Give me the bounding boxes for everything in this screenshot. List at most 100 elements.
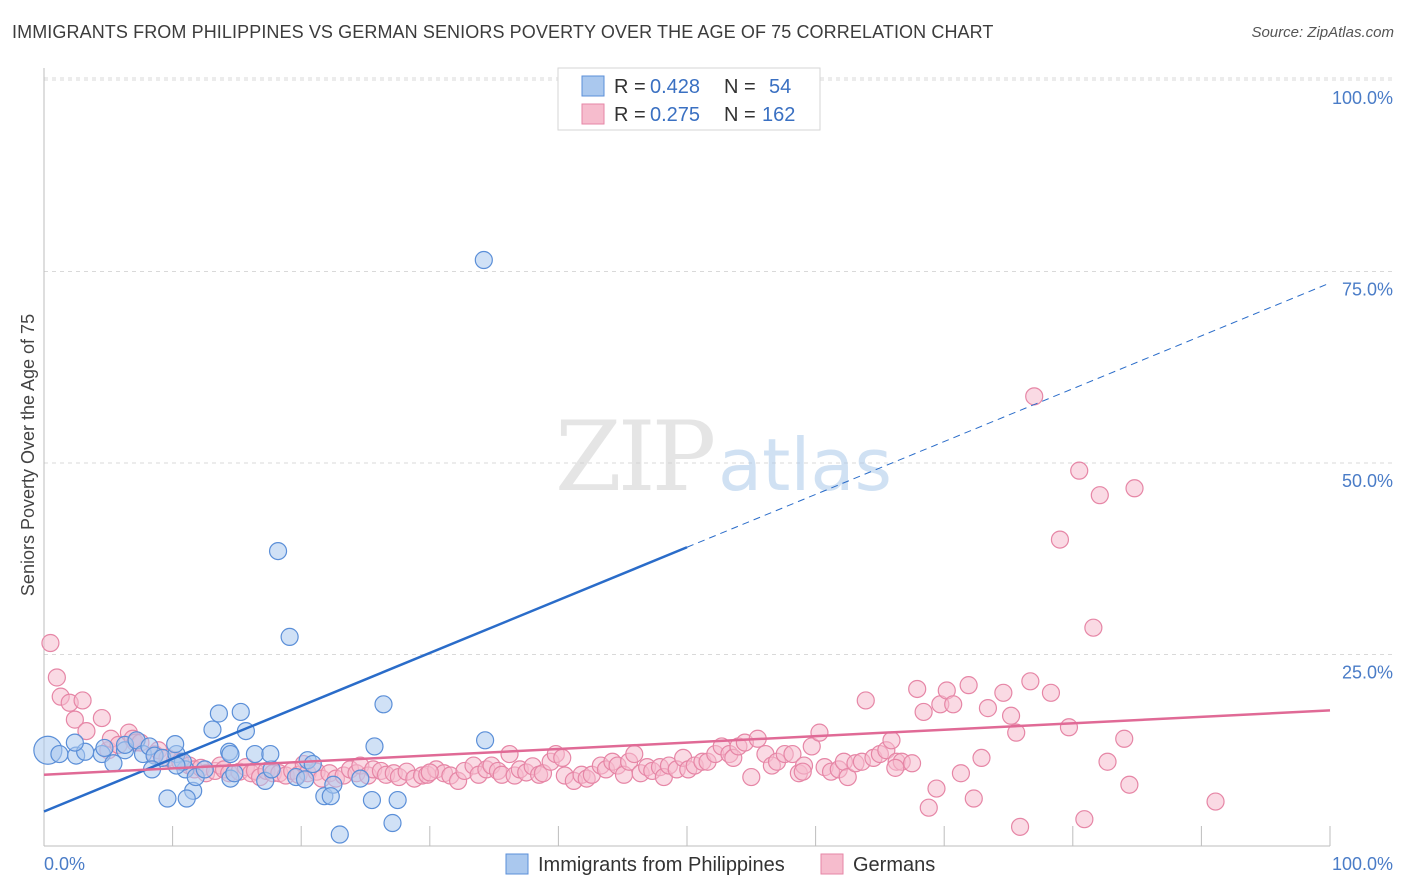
philippines-point bbox=[245, 744, 265, 764]
germans-point bbox=[77, 721, 96, 741]
y-tick-label: 100.0% bbox=[1332, 88, 1393, 108]
correlation-legend: R = 0.428 N = 54 R = 0.275 N = 162 bbox=[557, 67, 821, 131]
germans-point bbox=[1021, 672, 1040, 691]
germans-point bbox=[856, 691, 875, 710]
germans-point bbox=[41, 633, 60, 653]
germans-point bbox=[1059, 718, 1079, 737]
series-legend-label-pink: Germans bbox=[853, 854, 935, 876]
chart-title: IMMIGRANTS FROM PHILIPPINES VS GERMAN SE… bbox=[12, 22, 994, 42]
philippines-point bbox=[351, 769, 370, 788]
germans-point bbox=[978, 699, 998, 718]
philippines-point bbox=[330, 825, 349, 844]
philippines-point bbox=[203, 720, 222, 739]
gridlines bbox=[44, 77, 1392, 655]
philippines-point bbox=[195, 760, 214, 779]
germans-point bbox=[47, 668, 66, 687]
germans-point bbox=[1090, 486, 1109, 505]
germans-point bbox=[810, 723, 829, 742]
germans-point bbox=[951, 764, 971, 783]
germans-point bbox=[1084, 618, 1103, 637]
germans-point bbox=[964, 789, 983, 808]
philippines-point bbox=[374, 695, 393, 714]
series-legend-label-blue: Immigrants from Philippines bbox=[538, 854, 785, 876]
philippines-trend-extension bbox=[686, 282, 1331, 548]
philippines-point bbox=[474, 250, 493, 270]
legend-r-value-blue: 0.428 bbox=[650, 76, 700, 98]
philippines-point bbox=[365, 737, 384, 756]
series-legend: Immigrants from Philippines Germans bbox=[505, 853, 935, 876]
germans-point bbox=[802, 737, 821, 756]
germans-point bbox=[1070, 461, 1089, 480]
y-tick-label: 50.0% bbox=[1342, 471, 1393, 491]
germans-point bbox=[902, 754, 922, 773]
philippines-point bbox=[231, 702, 250, 722]
germans-point bbox=[92, 708, 111, 728]
germans-point bbox=[1075, 810, 1094, 829]
germans-point bbox=[65, 710, 84, 729]
watermark-atlas: atlas bbox=[718, 423, 892, 507]
philippines-trend-line bbox=[43, 546, 688, 813]
trend-lines bbox=[43, 282, 1331, 813]
philippines-point bbox=[221, 744, 240, 764]
x-tick-label-min: 0.0% bbox=[44, 854, 85, 874]
germans-point bbox=[1041, 683, 1061, 702]
philippines-point bbox=[261, 744, 280, 764]
x-tick-labels: 0.0% 100.0% bbox=[44, 854, 1393, 874]
philippines-point bbox=[321, 787, 340, 806]
series-legend-swatch-blue bbox=[505, 853, 529, 875]
philippines-point bbox=[158, 789, 177, 808]
germans-point bbox=[838, 767, 857, 787]
germans-point bbox=[1010, 817, 1030, 836]
germans-point bbox=[420, 763, 439, 782]
germans-point bbox=[914, 702, 933, 722]
germans-point bbox=[783, 744, 802, 764]
y-tick-labels: 25.0% 50.0% 75.0% 100.0% bbox=[1332, 88, 1393, 683]
germans-point bbox=[1120, 775, 1139, 794]
philippines-point bbox=[65, 733, 84, 752]
germans-point bbox=[1001, 706, 1021, 725]
germans-point bbox=[553, 748, 572, 768]
philippines-point bbox=[362, 790, 382, 810]
philippines-point bbox=[95, 738, 114, 758]
philippines-points bbox=[33, 250, 495, 844]
y-axis-label: Seniors Poverty Over the Age of 75 bbox=[18, 314, 38, 596]
philippines-point bbox=[166, 735, 185, 754]
germans-point bbox=[919, 798, 938, 817]
germans-point bbox=[742, 767, 761, 787]
germans-point bbox=[1025, 387, 1044, 406]
chart-source: Source: ZipAtlas.com bbox=[1251, 24, 1394, 41]
philippines-point bbox=[268, 541, 288, 561]
philippines-point bbox=[177, 789, 196, 808]
x-axis-ticks bbox=[172, 826, 1331, 846]
legend-swatch-blue bbox=[581, 75, 605, 97]
philippines-point bbox=[295, 770, 315, 789]
philippines-point bbox=[303, 754, 322, 774]
x-tick-label-max: 100.0% bbox=[1332, 854, 1393, 874]
watermark: ZIP atlas bbox=[555, 401, 892, 513]
legend-n-label-pink: N = bbox=[724, 104, 756, 126]
germans-point bbox=[1115, 729, 1134, 748]
germans-point bbox=[972, 748, 991, 768]
germans-point bbox=[908, 679, 927, 699]
legend-n-label-blue: N = bbox=[724, 76, 756, 98]
legend-r-label-pink: R = bbox=[614, 104, 646, 126]
germans-point bbox=[625, 744, 644, 764]
germans-point bbox=[1007, 723, 1026, 742]
philippines-point bbox=[475, 731, 495, 750]
legend-r-label-blue: R = bbox=[614, 76, 646, 98]
germans-point bbox=[927, 779, 946, 798]
germans-point bbox=[793, 762, 812, 781]
philippines-point bbox=[225, 764, 244, 783]
germans-point bbox=[1206, 792, 1225, 811]
germans-point bbox=[944, 695, 963, 714]
germans-point bbox=[73, 691, 92, 710]
philippines-point bbox=[388, 790, 407, 810]
germans-point bbox=[994, 683, 1013, 702]
germans-point bbox=[500, 744, 519, 764]
legend-n-value-blue: 54 bbox=[769, 76, 791, 98]
philippines-point bbox=[50, 744, 69, 764]
y-tick-label: 75.0% bbox=[1342, 280, 1393, 300]
legend-swatch-pink bbox=[581, 103, 605, 125]
legend-n-value-pink: 162 bbox=[762, 104, 795, 126]
philippines-point bbox=[383, 813, 402, 833]
